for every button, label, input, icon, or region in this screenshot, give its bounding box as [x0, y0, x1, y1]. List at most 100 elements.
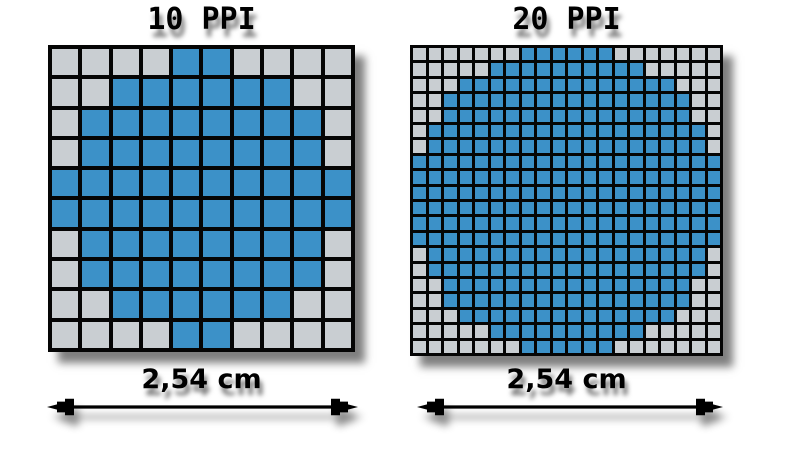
- pixel-cell-off: [413, 63, 426, 76]
- pixel-cell-on: [645, 155, 658, 169]
- pixel-cell-on: [552, 48, 565, 61]
- pixel-cell-off: [661, 325, 674, 338]
- pixel-cell-on: [614, 217, 627, 230]
- pixel-cell-on: [552, 78, 565, 92]
- pixel-cell-on: [459, 186, 472, 199]
- pixel-cell-on: [661, 309, 674, 323]
- pixel-cell-on: [583, 278, 596, 292]
- pixel-cell-on: [614, 309, 627, 323]
- pixel-cell-on: [294, 170, 321, 197]
- pixel-cell-off: [692, 63, 705, 76]
- pixel-cell-on: [614, 325, 627, 338]
- pixel-cell-off: [413, 248, 426, 261]
- pixel-cell-off: [233, 321, 261, 348]
- pixel-cell-off: [692, 94, 705, 107]
- pixel-cell-on: [583, 63, 596, 76]
- pixel-cell-on: [475, 78, 488, 92]
- pixel-cell-off: [645, 325, 658, 338]
- pixel-cell-on: [506, 201, 519, 215]
- pixel-cell-on: [645, 78, 658, 92]
- pixel-cell-on: [568, 294, 581, 307]
- pixel-cell-off: [428, 340, 441, 353]
- pixel-cell-on: [599, 109, 612, 122]
- pixel-cell-off: [52, 49, 79, 76]
- pixel-cell-on: [521, 232, 534, 246]
- pixel-cell-off: [112, 49, 139, 76]
- pixel-cell-on: [599, 171, 612, 184]
- pixel-cell-on: [475, 294, 488, 307]
- pixel-cell-on: [490, 109, 503, 122]
- pixel-cell-on: [583, 186, 596, 199]
- pixel-cell-off: [52, 321, 79, 348]
- pixel-cell-on: [661, 124, 674, 138]
- pixel-grid-20ppi: [410, 45, 723, 356]
- pixel-cell-on: [459, 309, 472, 323]
- pixel-cell-on: [568, 171, 581, 184]
- pixel-cell-on: [506, 186, 519, 199]
- pixel-cell-on: [294, 139, 321, 167]
- pixel-cell-on: [506, 263, 519, 276]
- pixel-cell-on: [537, 124, 550, 138]
- pixel-cell-on: [490, 186, 503, 199]
- pixel-cell-off: [692, 340, 705, 353]
- pixel-cell-on: [552, 171, 565, 184]
- pixel-cell-on: [645, 94, 658, 107]
- pixel-cell-on: [459, 263, 472, 276]
- pixel-cell-on: [676, 278, 689, 292]
- pixel-cell-off: [413, 263, 426, 276]
- pixel-cell-on: [537, 217, 550, 230]
- pixel-cell-on: [112, 170, 139, 197]
- pixel-cell-on: [630, 109, 643, 122]
- pixel-cell-on: [645, 171, 658, 184]
- pixel-cell-on: [583, 109, 596, 122]
- pixel-cell-on: [428, 217, 441, 230]
- pixel-cell-off: [294, 79, 321, 106]
- pixel-cell-off: [413, 325, 426, 338]
- pixel-cell-on: [707, 217, 720, 230]
- pixel-cell-on: [264, 291, 291, 318]
- pixel-cell-on: [82, 230, 109, 258]
- pixel-cell-off: [142, 321, 170, 348]
- pixel-cell-on: [444, 109, 457, 122]
- pixel-cell-on: [444, 278, 457, 292]
- pixel-cell-off: [506, 48, 519, 61]
- pixel-cell-on: [568, 155, 581, 169]
- pixel-cell-off: [52, 291, 79, 318]
- pixel-cell-on: [692, 186, 705, 199]
- pixel-cell-on: [521, 140, 534, 153]
- pixel-cell-on: [552, 248, 565, 261]
- pixel-cell-off: [676, 78, 689, 92]
- pixel-cell-on: [264, 79, 291, 106]
- pixel-cell-on: [506, 309, 519, 323]
- pixel-cell-on: [294, 261, 321, 288]
- pixel-cell-on: [552, 124, 565, 138]
- pixel-cell-on: [413, 171, 426, 184]
- pixel-cell-on: [568, 340, 581, 353]
- pixel-cell-on: [568, 109, 581, 122]
- pixel-cell-on: [413, 186, 426, 199]
- pixel-cell-on: [614, 278, 627, 292]
- panel-title-20ppi: 20 PPI: [512, 2, 621, 37]
- pixel-cell-on: [142, 291, 170, 318]
- pixel-cell-off: [324, 291, 351, 318]
- pixel-cell-on: [490, 124, 503, 138]
- pixel-cell-on: [614, 78, 627, 92]
- pixel-cell-on: [614, 294, 627, 307]
- pixel-cell-off: [324, 49, 351, 76]
- pixel-cell-off: [413, 140, 426, 153]
- pixel-cell-on: [614, 63, 627, 76]
- pixel-cell-on: [537, 78, 550, 92]
- pixel-cell-on: [475, 201, 488, 215]
- pixel-cell-on: [645, 309, 658, 323]
- pixel-cell-off: [444, 309, 457, 323]
- pixel-cell-on: [661, 155, 674, 169]
- pixel-cell-on: [173, 200, 200, 227]
- measure-label-20ppi: 2,54 cm: [506, 364, 627, 395]
- pixel-cell-on: [552, 340, 565, 353]
- pixel-cell-on: [203, 321, 230, 348]
- pixel-cell-off: [707, 48, 720, 61]
- pixel-cell-on: [203, 170, 230, 197]
- pixel-cell-on: [583, 124, 596, 138]
- arrowhead-right-icon: [331, 398, 358, 416]
- pixel-cell-on: [537, 171, 550, 184]
